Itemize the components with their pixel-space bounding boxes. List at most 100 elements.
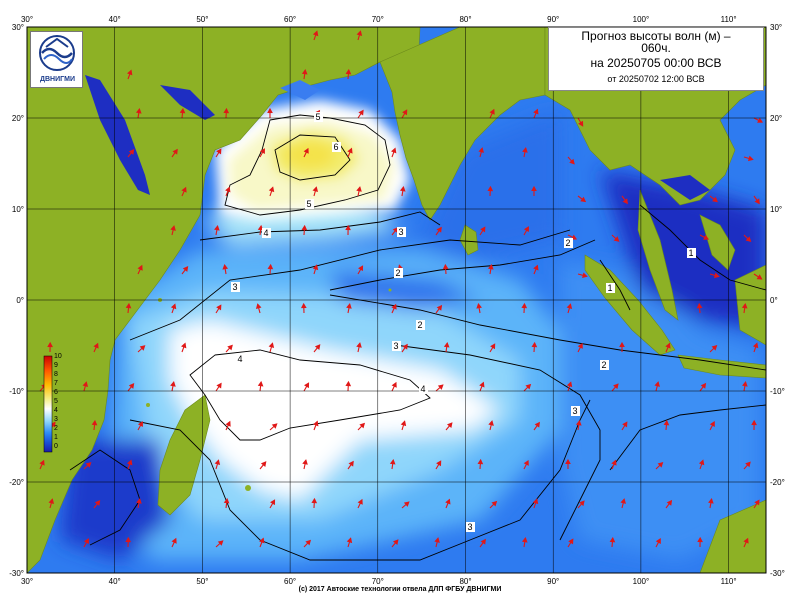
wave-arrow [136, 498, 142, 509]
wave-arrow [709, 344, 718, 353]
wave-arrow [699, 382, 707, 392]
wave-arrow [357, 109, 364, 119]
wave-arrow [741, 302, 748, 314]
wave-arrow [313, 420, 319, 431]
wave-arrow [709, 272, 720, 279]
logo-text: ДВНИГМИ [40, 76, 75, 83]
lon-top-label: 30° [21, 15, 33, 24]
wave-arrow [665, 499, 673, 509]
wave-arrow [577, 272, 588, 279]
wave-arrow [476, 303, 482, 314]
wave-arrow [609, 536, 616, 548]
wave-arrow [127, 459, 133, 470]
wave-arrow [487, 263, 494, 275]
wave-arrow [214, 459, 221, 470]
wave-arrow [214, 225, 220, 236]
contour-label: 6 [333, 142, 338, 152]
wave-arrow [577, 342, 583, 353]
wave-arrow [621, 195, 628, 205]
wave-arrow [93, 342, 99, 353]
contour-label: 3 [232, 282, 237, 292]
lat-left-label: 0° [16, 296, 24, 305]
wave-arrow [222, 263, 229, 275]
wave-arrow [268, 186, 275, 197]
lat-right-label: -10° [770, 387, 785, 396]
contour-label-bg [466, 522, 475, 532]
title-line1: Прогноз высоты волн (м) – [581, 29, 731, 43]
wave-arrow [357, 422, 366, 431]
wave-arrow [575, 419, 582, 431]
legend-value-label: 8 [54, 371, 58, 378]
wave-arrow [347, 460, 354, 470]
lat-left-label: -10° [9, 387, 24, 396]
lon-bottom-label: 30° [21, 577, 33, 586]
legend-value-label: 1 [54, 434, 58, 441]
wave-arrow [522, 147, 528, 158]
contour-label: 3 [572, 406, 577, 416]
contour-label-bg [606, 283, 615, 293]
legend-value-label: 10 [54, 353, 62, 360]
wave-arrow [346, 537, 353, 548]
wave-arrow [357, 265, 364, 275]
lat-lon-grid [27, 27, 766, 573]
contour-label: 4 [237, 354, 242, 364]
wave-arrow [487, 185, 494, 197]
contour-label: 5 [306, 199, 311, 209]
wave-arrow [743, 461, 751, 470]
wave-arrow [709, 195, 718, 203]
lat-right-label: 10° [770, 205, 782, 214]
wave-arrow [743, 234, 752, 243]
contour-label-bg [332, 142, 341, 152]
wave-arrow [312, 264, 319, 275]
map-border [26, 26, 767, 574]
contour-label: 3 [467, 522, 472, 532]
wave-arrow [611, 383, 619, 392]
wave-arrow [356, 342, 362, 353]
wave-arrow [356, 186, 362, 197]
wave-arrow [743, 537, 749, 548]
wave-arrow [442, 263, 449, 275]
lon-bottom-label: 50° [196, 577, 208, 586]
wave-arrow [257, 380, 264, 392]
wave-arrow [391, 381, 397, 392]
contour-label: 2 [565, 238, 570, 248]
wave-arrow [127, 383, 135, 392]
wave-arrow [356, 30, 363, 41]
wave-arrow [577, 500, 585, 509]
legend-colorbar [43, 355, 53, 453]
contour-label: 3 [398, 227, 403, 237]
contour-label-bg [236, 354, 245, 364]
contour-lines [69, 114, 766, 561]
wave-arrow [434, 537, 440, 548]
wave-arrow [225, 186, 231, 197]
wave-arrow [170, 381, 176, 392]
wave-arrow [259, 148, 265, 158]
wave-arrow [533, 108, 539, 119]
wave-arrow [533, 421, 540, 431]
wave-arrow [311, 497, 318, 509]
wave-arrow [611, 459, 617, 470]
wave-arrow [753, 117, 764, 123]
legend-value-label: 6 [54, 389, 58, 396]
title-line2: 060ч. [641, 41, 671, 55]
wave-logo-icon [39, 35, 75, 71]
lon-top-label: 90° [547, 15, 559, 24]
legend-value-label: 3 [54, 416, 58, 423]
contour-label-bg [416, 320, 425, 330]
wave-arrow [346, 303, 352, 314]
lon-bottom-label: 60° [284, 577, 296, 586]
wave-arrow [345, 224, 351, 236]
contour-label: 1 [688, 248, 693, 258]
title-line4: от 20250702 12:00 ВСВ [607, 74, 705, 84]
wave-arrow [477, 458, 484, 470]
lat-right-label: -20° [770, 478, 785, 487]
wave-arrow [445, 498, 451, 509]
wave-arrow [47, 341, 53, 353]
wave-arrow [531, 185, 537, 196]
wave-arrow [347, 147, 353, 158]
wave-arrow [255, 303, 262, 314]
contour-label-bg [394, 268, 403, 278]
wave-arrow [215, 304, 222, 314]
wave-arrow [479, 538, 486, 548]
wave-arrow [699, 234, 710, 240]
